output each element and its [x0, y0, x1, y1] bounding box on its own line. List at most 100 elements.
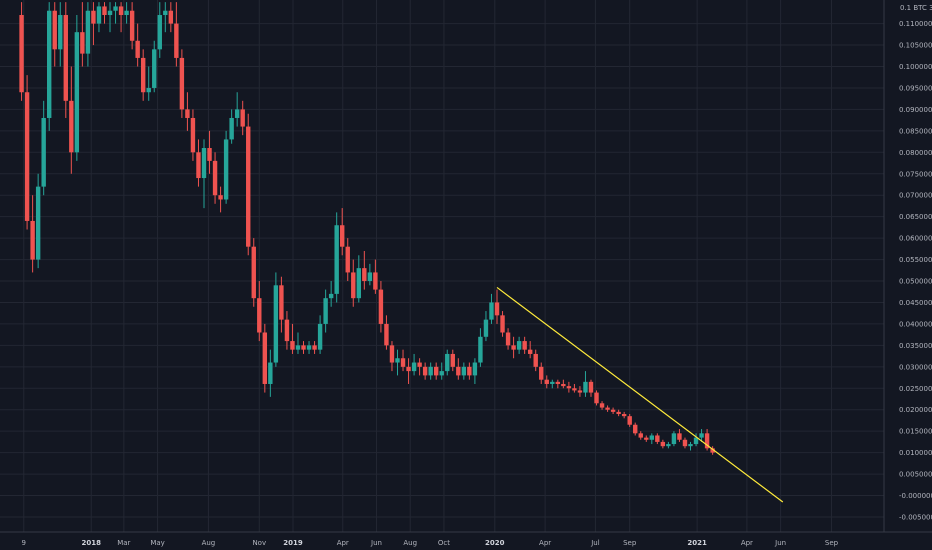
candle-down [406, 358, 411, 384]
candle-down [456, 358, 461, 380]
candle-body [85, 10, 91, 54]
candle-down [500, 311, 505, 337]
candle-up [47, 2, 52, 131]
candle-body [666, 444, 671, 447]
candle-down [505, 328, 511, 350]
candle-body [456, 366, 461, 376]
candle-body [212, 160, 218, 196]
candle-body [710, 448, 715, 453]
candle-body [80, 32, 85, 54]
candle-up [649, 433, 655, 445]
candle-body [251, 246, 256, 299]
candle-body [201, 148, 207, 179]
candle-up [295, 332, 301, 354]
time-tick-label: Sep [825, 539, 839, 547]
candle-body [588, 381, 594, 393]
candle-body [677, 433, 682, 440]
candle-body [107, 10, 113, 16]
candle-body [660, 441, 666, 447]
candle-body [91, 10, 96, 24]
candle-down [660, 439, 666, 449]
candle-body [229, 117, 234, 140]
candle-down [190, 109, 196, 161]
price-tick-label: 0.07500000 [899, 170, 932, 178]
candle-down [710, 446, 715, 455]
time-tick-label: Aug [403, 539, 417, 547]
candle-down [174, 2, 179, 67]
candle-body [417, 362, 422, 367]
candle-body [389, 345, 395, 363]
candle-up [583, 371, 588, 397]
price-tick-label: 0.05500000 [899, 256, 932, 264]
candle-body [655, 435, 660, 442]
candle-down [467, 362, 472, 380]
price-tick-label: -0.00000000 [899, 492, 932, 500]
candle-down [450, 349, 455, 372]
grid-lines [0, 0, 884, 532]
candle-down [279, 276, 284, 333]
candle-down [555, 379, 561, 389]
candle-body [113, 6, 118, 11]
candle-body [118, 6, 124, 16]
candle-body [58, 15, 63, 50]
candle-body [422, 366, 428, 376]
candle-body [312, 345, 317, 350]
candle-down [52, 2, 57, 67]
candle-body [527, 349, 533, 354]
candle-body [74, 32, 80, 153]
time-axis[interactable]: 9 2018 Mar May Aug Nov 2019 Apr Jun Aug Oct 2020 Apr… [22, 539, 839, 547]
candle-up [671, 431, 677, 447]
candle-body [671, 433, 677, 445]
candle-body [317, 323, 323, 350]
candle-body [621, 414, 627, 417]
price-axis[interactable]: 0.11000000 0.10500000 0.10000000 0.09500000… [899, 20, 932, 521]
trendline[interactable] [496, 286, 784, 503]
candle-body [290, 341, 295, 350]
candle-body [69, 100, 74, 153]
candle-up [306, 341, 312, 354]
candle-up [229, 109, 234, 144]
candle-body [306, 345, 312, 350]
candle-body [196, 152, 201, 179]
candle-up [478, 328, 483, 367]
candle-down [63, 2, 68, 118]
trendline-layer [496, 286, 784, 503]
price-tick-label: 0.06000000 [899, 235, 932, 243]
time-tick-label: 2019 [283, 539, 303, 547]
time-tick-label: Sep [623, 539, 637, 547]
candle-body [47, 10, 52, 118]
candle-body [373, 272, 378, 290]
candle-body [428, 366, 433, 376]
candle-body [279, 285, 284, 320]
candle-up [461, 362, 467, 380]
candle-down [24, 75, 30, 230]
candle-body [550, 381, 555, 384]
candle-body [24, 92, 30, 221]
candle-down [373, 259, 378, 294]
candle-body [555, 381, 561, 384]
candle-body [395, 358, 400, 363]
candle-body [583, 381, 588, 393]
candle-body [599, 403, 605, 408]
candle-body [610, 409, 616, 412]
candle-down [389, 341, 395, 372]
candle-body [644, 437, 649, 440]
candle-body [223, 139, 229, 200]
candle-body [102, 6, 107, 16]
candle-down [140, 49, 146, 101]
candle-up [688, 441, 693, 451]
candle-body [295, 345, 301, 350]
candle-down [539, 362, 544, 384]
candle-up [113, 2, 118, 24]
candle-down [594, 390, 599, 406]
candle-down [378, 281, 384, 333]
time-tick-label: Aug [202, 539, 216, 547]
candle-down [301, 341, 306, 354]
candle-body [35, 186, 41, 260]
candle-down [527, 341, 533, 359]
candle-down [102, 2, 107, 24]
time-tick-label: May [150, 539, 164, 547]
candle-up [323, 289, 328, 333]
time-tick-label: 2021 [687, 539, 707, 547]
